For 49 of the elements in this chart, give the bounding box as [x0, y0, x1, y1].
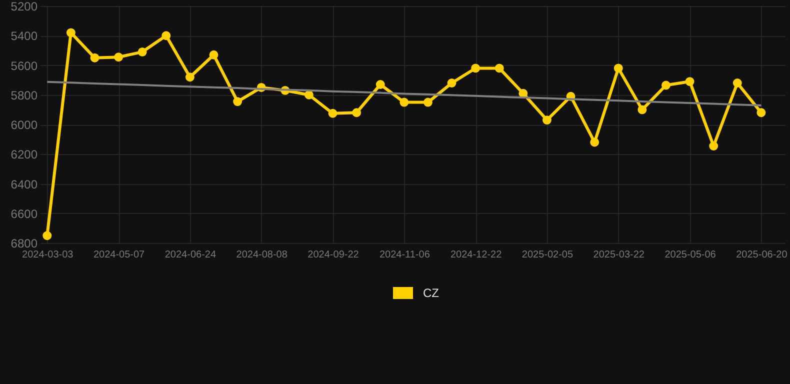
point: [328, 108, 338, 118]
point: [233, 97, 242, 106]
y-tick-label: 6200: [10, 148, 38, 162]
point: [185, 72, 194, 82]
x-tick-label: 2024-06-24: [164, 250, 216, 260]
point: [90, 53, 100, 62]
point: [447, 78, 456, 88]
y-tick-label: 6600: [10, 206, 38, 221]
y-tick-label: 5800: [10, 88, 38, 102]
x-tick-label: 2024-09-22: [308, 250, 360, 260]
point: [732, 78, 742, 88]
x-tick-label: 2024-11-06: [379, 250, 430, 260]
x-tick-label: 2025-05-06: [664, 250, 716, 260]
point: [614, 64, 623, 73]
x-tick-label: 2025-02-05: [522, 250, 574, 260]
point: [756, 108, 766, 118]
y-tick-label: 6400: [10, 177, 38, 192]
x-tick-label: 2025-03-22: [593, 250, 645, 260]
point: [66, 28, 76, 38]
x-tick-label: 2024-12-22: [450, 250, 502, 260]
point: [685, 77, 694, 86]
point: [376, 80, 385, 89]
point: [138, 47, 147, 56]
point: [209, 50, 218, 60]
x-tick-label: 2024-08-08: [236, 250, 288, 260]
y-tick-label: 5200: [10, 0, 38, 14]
point: [590, 138, 600, 147]
y-tick-label: 6800: [10, 236, 38, 250]
point: [542, 116, 552, 125]
y-tick-label: 5400: [10, 29, 38, 44]
point: [400, 98, 409, 107]
point: [162, 31, 171, 40]
x-tick-label: 2024-03-03: [22, 250, 74, 260]
line-series: [46, 80, 762, 106]
point: [304, 90, 314, 100]
point: [114, 52, 124, 62]
legend-label: CZ: [423, 286, 439, 300]
point: [352, 108, 362, 118]
y-tick-label: 6000: [10, 118, 38, 132]
point: [494, 64, 504, 73]
point: [471, 64, 480, 73]
point: [709, 142, 718, 150]
x-tick-label: 2024-05-07: [93, 250, 146, 260]
point: [424, 98, 432, 107]
point: [42, 231, 52, 240]
point: [638, 105, 647, 114]
y-tick-label: 5600: [10, 58, 38, 73]
x-tick-label: 2025-06-20: [736, 250, 788, 260]
point: [662, 80, 670, 90]
